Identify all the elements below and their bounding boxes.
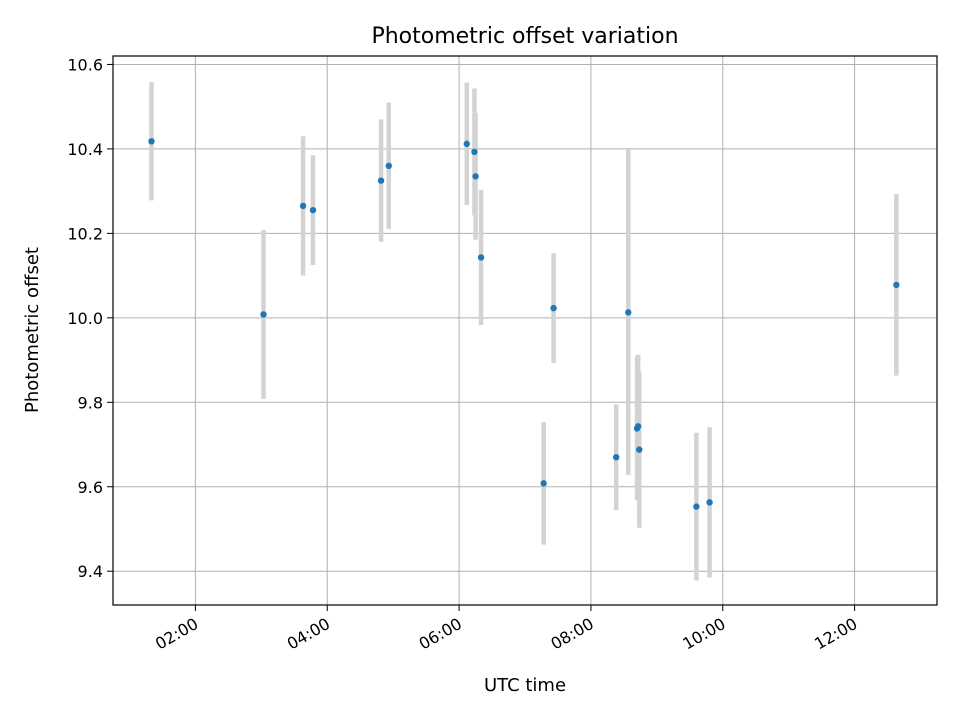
- data-point: [625, 309, 632, 316]
- grid: [113, 56, 937, 605]
- chart-title: Photometric offset variation: [371, 24, 678, 49]
- plot-frame: [112, 55, 938, 606]
- data-point: [260, 311, 267, 318]
- y-tick-label: 9.8: [78, 393, 103, 412]
- data-point: [148, 138, 155, 145]
- y-tick-label: 9.4: [78, 562, 103, 581]
- data-point: [385, 162, 392, 169]
- y-tick-label: 10.0: [67, 309, 103, 328]
- y-tick-label: 10.6: [67, 55, 103, 74]
- data-point: [471, 148, 478, 156]
- data-point: [377, 177, 385, 184]
- data-point: [634, 423, 642, 430]
- y-axis-label: Photometric offset: [22, 247, 43, 413]
- data-point: [463, 140, 470, 148]
- data-point: [550, 304, 557, 312]
- x-axis-label: UTC time: [484, 675, 566, 696]
- data-point: [636, 446, 643, 453]
- data-points: [148, 138, 900, 510]
- data-point: [540, 480, 547, 487]
- data-point: [309, 206, 317, 214]
- y-axis: 9.4 9.6 9.8 10.0 10.2 10.4 10.6: [67, 55, 113, 581]
- data-point: [612, 453, 620, 461]
- data-point: [693, 503, 700, 510]
- y-tick-label: 10.2: [67, 224, 103, 243]
- data-point: [299, 202, 307, 210]
- y-tick-label: 9.6: [78, 478, 103, 497]
- data-point: [477, 254, 485, 261]
- data-point: [472, 173, 479, 180]
- y-tick-label: 10.4: [67, 140, 103, 159]
- data-point: [893, 281, 900, 289]
- data-point: [706, 499, 713, 506]
